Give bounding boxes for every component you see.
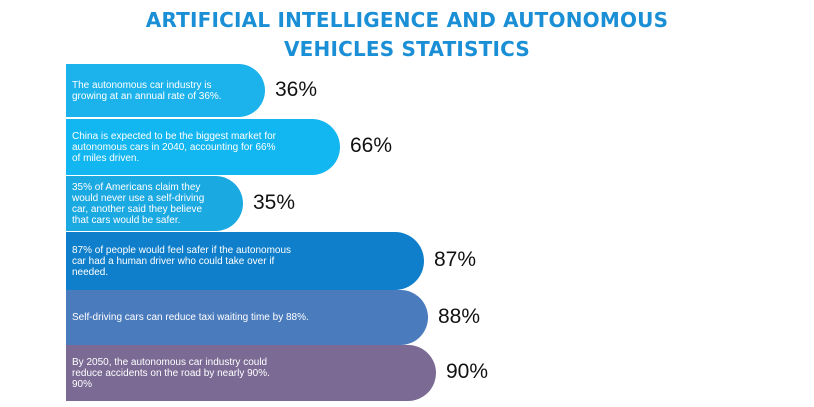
bar-label-6: By 2050, the autonomous car industry cou… (72, 356, 270, 390)
chart-title-line-2: VEHICLES STATISTICS (283, 37, 531, 61)
bar-label-5: Self-driving cars can reduce taxi waitin… (72, 312, 309, 323)
bar-value-label-4: 87% (434, 248, 477, 271)
bar-label-3: 35% of Americans claim they would never … (72, 181, 205, 226)
bar-3: 35% of Americans claim they would never … (66, 176, 243, 231)
bar-value-label-5: 88% (438, 304, 481, 328)
bar-1: The autonomous car industry is growing a… (66, 64, 265, 117)
bar-label-1: The autonomous car industry is growing a… (72, 79, 222, 102)
bar-2: China is expected to be the biggest mark… (66, 119, 340, 175)
bar-label-4: 87% of people would feel safer if the au… (72, 244, 292, 278)
bar-label-2: China is expected to be the biggest mark… (72, 130, 277, 164)
chart-title-line-1: ARTIFICIAL INTELLIGENCE AND AUTONOMOUS (145, 8, 669, 32)
bar-5: Self-driving cars can reduce taxi waitin… (66, 290, 428, 345)
bar-value-label-6: 90% (446, 360, 489, 383)
bar-value-label-2: 66% (350, 134, 393, 157)
bar-6: By 2050, the autonomous car industry cou… (66, 345, 436, 401)
bar-value-label-3: 35% (253, 190, 296, 214)
bar-value-label-1: 36% (275, 77, 318, 101)
bar-4: 87% of people would feel safer if the au… (66, 232, 424, 290)
